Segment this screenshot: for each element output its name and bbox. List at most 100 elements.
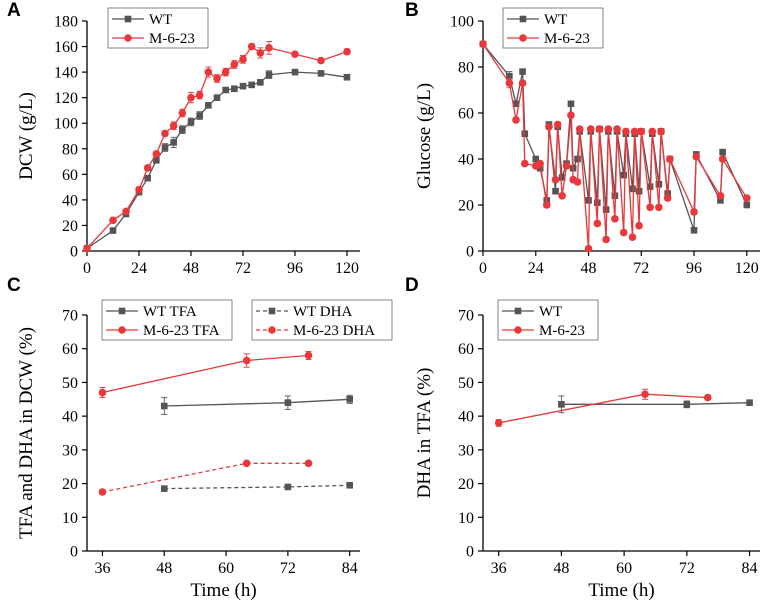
x-tick-label: 48 <box>553 560 569 577</box>
data-point <box>213 94 221 101</box>
y-tick-label: 10 <box>458 510 474 527</box>
y-tick-label: 40 <box>458 409 474 426</box>
data-point <box>558 192 566 200</box>
data-point <box>703 393 712 402</box>
x-tick-label: 0 <box>83 260 91 277</box>
x-tick-label: 48 <box>183 260 199 277</box>
series-line <box>498 393 708 424</box>
y-axis-label: Glucose (g/L) <box>414 83 435 189</box>
x-tick-label: 48 <box>581 260 597 277</box>
x-tick-label: 24 <box>131 260 147 277</box>
y-tick-label: 20 <box>458 476 474 493</box>
data-point <box>169 121 178 130</box>
data-point <box>611 215 619 223</box>
legend: WT TFA M-6-23 TFA <box>101 299 233 341</box>
data-point <box>160 485 168 492</box>
legend-marker <box>124 34 132 42</box>
y-tick-label: 40 <box>458 152 474 169</box>
y-tick-label: 80 <box>458 60 474 77</box>
legend-label: M-6-23 <box>544 31 590 47</box>
data-point <box>284 483 292 491</box>
x-tick-label: 84 <box>742 560 758 577</box>
y-tick-label: 30 <box>458 442 474 459</box>
data-point <box>122 207 130 216</box>
data-point <box>242 356 251 365</box>
series-wt <box>83 68 351 252</box>
data-point <box>629 185 636 193</box>
data-point <box>520 159 529 168</box>
data-point <box>717 197 724 204</box>
series-m-6-23-tfa <box>98 350 313 399</box>
data-point <box>512 116 520 124</box>
legend-marker <box>124 15 132 23</box>
y-tick-label: 140 <box>54 65 78 82</box>
data-point <box>479 40 487 48</box>
x-tick-label: 60 <box>616 560 632 577</box>
legend-label: WT TFA <box>143 304 197 320</box>
series-m-6-23 <box>479 40 751 253</box>
data-point <box>719 148 726 156</box>
legend-label: M-6-23 DHA <box>293 323 375 339</box>
panel-d: D 0 10 20 30 40 50 60 70 36 48 60 72 84 DHA in TFA (%)… <box>405 275 760 601</box>
data-point <box>558 174 566 181</box>
series-line <box>164 484 350 490</box>
series-wt-dha <box>160 481 353 492</box>
data-point <box>505 79 514 87</box>
legend-label: WT <box>149 12 172 28</box>
x-tick-label: 96 <box>287 260 303 277</box>
data-point <box>109 216 117 225</box>
data-point <box>655 181 663 188</box>
data-point <box>98 488 107 496</box>
data-point <box>595 125 604 133</box>
data-point <box>135 185 143 194</box>
legend-frame <box>107 7 209 49</box>
x-tick-label: 24 <box>528 260 544 277</box>
data-point <box>187 93 195 102</box>
legend: WT M-6-23 <box>107 7 209 49</box>
data-point <box>602 235 610 244</box>
data-point <box>144 174 151 182</box>
y-tick-label: 160 <box>54 39 78 56</box>
data-point <box>692 152 701 161</box>
data-point <box>619 228 628 237</box>
legend-label: M-6-23 <box>539 323 585 339</box>
data-point <box>231 85 238 93</box>
data-point <box>239 55 247 64</box>
y-tick-label: 0 <box>466 544 474 561</box>
data-point <box>143 164 152 172</box>
data-point <box>213 74 221 83</box>
x-tick-label: 0 <box>479 260 487 277</box>
y-tick-label: 120 <box>54 90 78 107</box>
data-point <box>573 178 582 186</box>
data-point <box>635 187 643 195</box>
legend-frame <box>497 299 599 341</box>
x-tick-label: 60 <box>218 560 234 577</box>
data-point <box>187 118 195 126</box>
y-tick-label: 100 <box>54 116 78 133</box>
data-point <box>161 144 169 151</box>
x-axis-label: Time (h) <box>190 580 256 601</box>
y-tick-label: 20 <box>458 198 474 215</box>
data-point <box>153 156 160 164</box>
data-point <box>518 79 527 87</box>
series-wt <box>558 395 753 414</box>
data-point <box>512 100 520 108</box>
data-point <box>98 388 107 397</box>
y-tick-label: 30 <box>62 442 78 459</box>
data-point <box>222 86 229 94</box>
y-tick-label: 0 <box>70 244 78 261</box>
data-point <box>160 402 168 410</box>
y-tick-label: 20 <box>62 476 78 493</box>
data-point <box>604 125 613 133</box>
x-tick-label: 72 <box>235 260 251 277</box>
y-tick-label: 20 <box>62 218 78 235</box>
series-m-6-23-dha <box>98 459 313 496</box>
y-tick-label: 70 <box>458 308 474 325</box>
data-point <box>256 49 265 57</box>
panel-c: C 0 10 20 30 40 50 60 70 36 48 60 72 84 TFA and DHA in… <box>7 275 393 601</box>
data-point <box>239 82 247 90</box>
data-point <box>558 401 565 408</box>
data-point <box>690 208 698 216</box>
series-m-6-23 <box>494 388 712 427</box>
x-tick-label: 36 <box>491 560 507 577</box>
